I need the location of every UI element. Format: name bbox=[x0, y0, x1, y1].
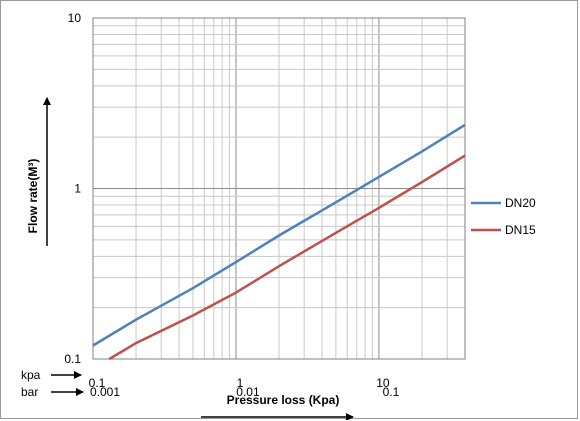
y-axis-title: Flow rate(M³) bbox=[26, 159, 40, 234]
kpa-unit-label: kpa bbox=[21, 368, 41, 382]
x-axis-title: Pressure loss (Kpa) bbox=[227, 393, 340, 407]
y-tick-label: 0.1 bbox=[64, 352, 81, 366]
y-tick-label: 10 bbox=[68, 11, 82, 25]
legend: DN20 DN15 bbox=[471, 196, 536, 237]
legend-label-dn15: DN15 bbox=[505, 223, 536, 237]
bar-unit-label: bar bbox=[21, 385, 38, 399]
secondary-x-tick-label: 0.001 bbox=[90, 385, 120, 399]
legend-label-dn20: DN20 bbox=[505, 196, 536, 210]
series-line-dn15 bbox=[109, 156, 465, 359]
y-tick-label: 1 bbox=[74, 182, 81, 196]
secondary-x-tick-label: 0.1 bbox=[383, 385, 400, 399]
